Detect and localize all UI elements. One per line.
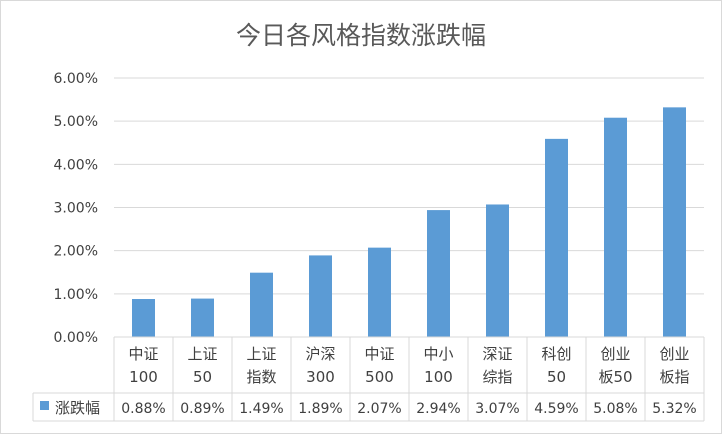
category-label: 50 <box>547 368 566 386</box>
category-label: 创业 <box>600 345 630 363</box>
chart-title: 今日各风格指数涨跌幅 <box>236 21 486 50</box>
legend-swatch <box>40 401 49 410</box>
y-tick-label: 2.00% <box>54 244 98 260</box>
y-tick-label: 5.00% <box>54 114 98 130</box>
data-label: 1.89% <box>298 401 342 417</box>
category-label: 深证 <box>482 345 512 363</box>
y-axis-ticks: 0.00% 1.00% 2.00% 3.00% 4.00% 5.00% 6.00% <box>54 71 98 346</box>
category-label: 300 <box>306 368 335 386</box>
category-label: 上证 <box>187 345 217 363</box>
data-label: 4.59% <box>534 401 578 417</box>
bar <box>663 107 686 337</box>
data-label: 3.07% <box>475 401 519 417</box>
category-label: 500 <box>365 368 394 386</box>
y-tick-label: 1.00% <box>54 287 98 303</box>
category-label: 指数 <box>246 368 276 386</box>
data-label: 5.32% <box>652 401 696 417</box>
category-label: 中证 <box>364 345 394 363</box>
data-label: 5.08% <box>593 401 637 417</box>
category-label: 科创 <box>541 345 571 363</box>
y-tick-label: 0.00% <box>54 330 98 346</box>
data-label: 1.49% <box>239 401 283 417</box>
data-label: 2.07% <box>357 401 401 417</box>
category-label: 50 <box>193 368 212 386</box>
bar <box>545 138 568 337</box>
category-label: 中小 <box>423 345 453 363</box>
bar <box>250 272 273 337</box>
category-label: 板指 <box>659 368 689 386</box>
y-tick-label: 4.00% <box>54 157 98 173</box>
category-label: 上证 <box>246 345 276 363</box>
legend-label: 涨跌幅 <box>55 399 100 417</box>
category-label: 中证 <box>128 345 158 363</box>
bars <box>132 107 686 337</box>
bar <box>486 204 509 337</box>
data-label: 0.88% <box>121 401 165 417</box>
bar <box>368 247 391 337</box>
data-label: 2.94% <box>416 401 460 417</box>
category-label: 创业 <box>659 345 689 363</box>
bar <box>309 255 332 337</box>
category-label: 板50 <box>598 368 632 386</box>
bar <box>132 299 155 337</box>
y-tick-label: 6.00% <box>54 71 98 87</box>
bar <box>191 298 214 337</box>
category-label: 综指 <box>482 368 512 386</box>
bar <box>604 117 627 337</box>
y-tick-label: 3.00% <box>54 201 98 217</box>
category-label: 100 <box>424 368 453 386</box>
category-label: 沪深 <box>305 345 335 363</box>
bar <box>427 210 450 337</box>
category-label: 100 <box>129 368 158 386</box>
data-label: 0.89% <box>180 401 224 417</box>
